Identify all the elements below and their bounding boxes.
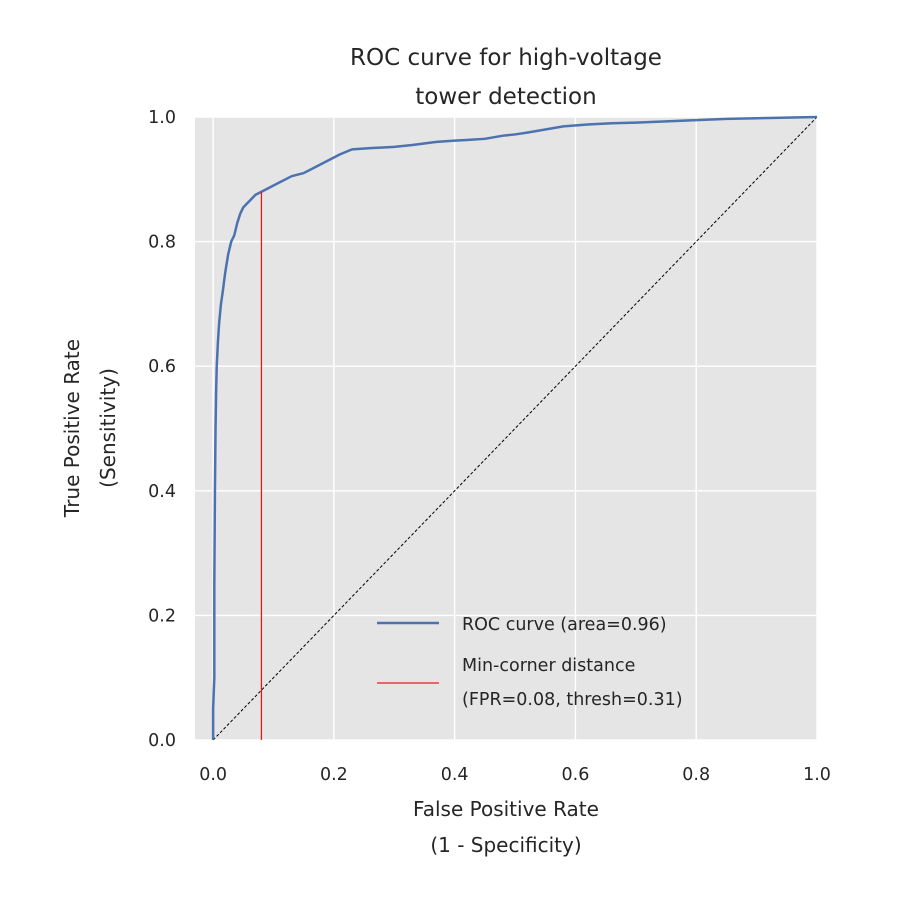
x-axis-label-line-1: False Positive Rate bbox=[413, 797, 599, 821]
y-tick-label-5: 1.0 bbox=[148, 108, 176, 128]
y-tick-label-0: 0.0 bbox=[148, 731, 176, 751]
legend-marker-label-line-1: Min-corner distance bbox=[462, 656, 635, 676]
x-axis-label-line-2: (1 - Specificity) bbox=[430, 833, 581, 857]
tick-labels: 0.0 0.2 0.4 0.6 0.8 1.0 0.0 0.2 0.4 0.6 0.8 1.0 bbox=[148, 108, 831, 785]
grid bbox=[195, 116, 818, 741]
legend-roc-label: ROC curve (area=0.96) bbox=[462, 615, 667, 635]
y-tick-label-4: 0.8 bbox=[148, 233, 176, 253]
y-tick-label-2: 0.4 bbox=[148, 482, 176, 502]
x-tick-label-1: 0.2 bbox=[320, 765, 348, 785]
chart-title-line-1: ROC curve for high-voltage bbox=[350, 45, 662, 71]
legend: ROC curve (area=0.96) Min-corner distanc… bbox=[377, 615, 683, 710]
y-axis-label-line-1: True Positive Rate bbox=[60, 339, 84, 518]
x-tick-label-0: 0.0 bbox=[199, 765, 227, 785]
x-tick-label-3: 0.6 bbox=[562, 765, 590, 785]
y-axis-label-line-2: (Sensitivity) bbox=[96, 368, 120, 488]
x-tick-label-2: 0.4 bbox=[441, 765, 469, 785]
chart-title-line-2: tower detection bbox=[415, 84, 596, 110]
x-tick-label-5: 1.0 bbox=[803, 765, 831, 785]
y-tick-label-1: 0.2 bbox=[148, 606, 176, 626]
roc-curve-line bbox=[211, 115, 818, 740]
plot-content bbox=[211, 115, 818, 741]
y-tick-label-3: 0.6 bbox=[148, 357, 176, 377]
plot-area bbox=[195, 117, 817, 740]
x-tick-label-4: 0.8 bbox=[682, 765, 710, 785]
legend-marker-label-line-2: (FPR=0.08, thresh=0.31) bbox=[462, 690, 683, 710]
